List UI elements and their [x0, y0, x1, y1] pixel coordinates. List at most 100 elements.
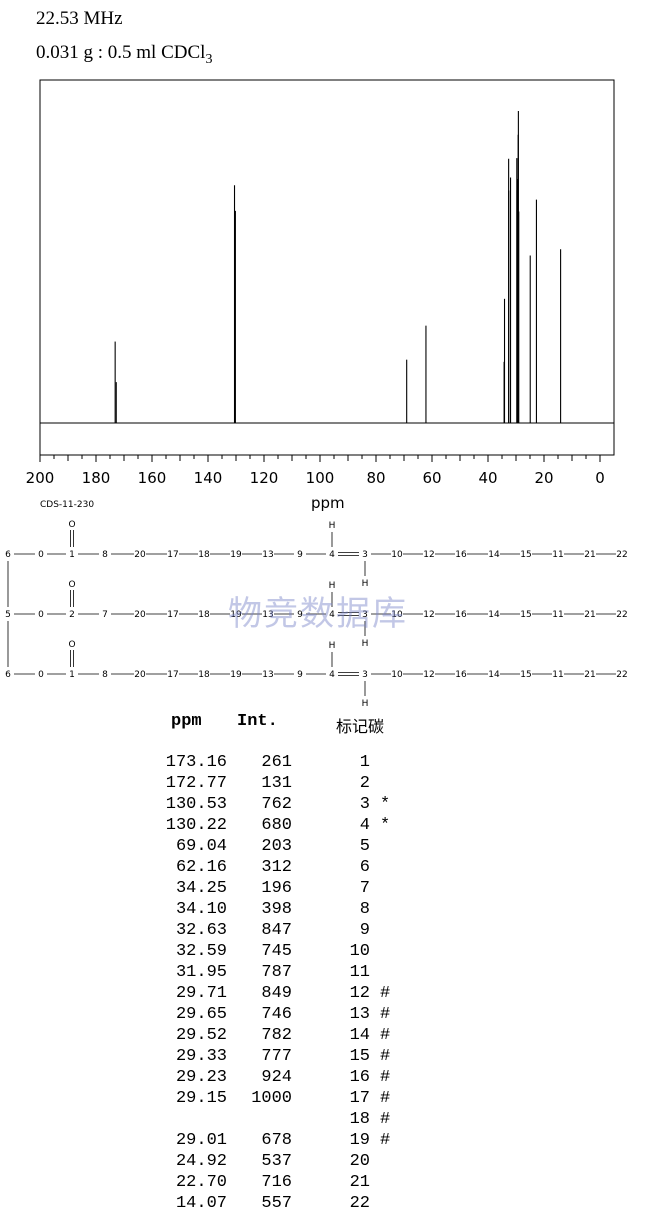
watermark: 物竞数据库 — [228, 594, 408, 634]
ppm-cell: 31.95 — [175, 963, 227, 982]
x-tick-label: 80 — [366, 469, 385, 487]
mark-cell: # — [380, 1131, 391, 1150]
atom-label: 12 — [423, 550, 434, 560]
carbon-cell: 9 — [359, 921, 370, 940]
ppm-cell: 29.71 — [175, 984, 227, 1003]
intensity-cell: 787 — [261, 963, 292, 982]
atom-label: 10 — [391, 550, 403, 560]
x-tick-label: 40 — [478, 469, 497, 487]
atom-label: 19 — [230, 670, 242, 680]
header-ppm: ppm — [171, 712, 202, 731]
atom-label: 11 — [552, 550, 563, 560]
ppm-cell: 29.33 — [175, 1047, 227, 1066]
atom-label: 18 — [198, 670, 210, 680]
oxygen-label: O — [68, 640, 75, 650]
atom-label: 3 — [362, 550, 368, 560]
oxygen-label: O — [68, 520, 75, 530]
atom-label: 2 — [69, 610, 75, 620]
carbon-cell: 12 — [349, 984, 370, 1003]
ppm-cell: 32.59 — [175, 942, 227, 961]
ppm-cell: 130.22 — [165, 816, 227, 835]
carbon-cell: 1 — [359, 753, 370, 772]
atom-label: 6 — [5, 670, 11, 680]
atom-label: 16 — [455, 610, 467, 620]
table-row: 29.52 782 14 # — [0, 1026, 652, 1047]
header-intensity: Int. — [237, 712, 278, 731]
x-tick-label: 100 — [306, 469, 335, 487]
intensity-cell: 680 — [261, 816, 292, 835]
atom-label: 21 — [584, 610, 595, 620]
atom-label: 20 — [134, 610, 146, 620]
x-tick-label: 120 — [250, 469, 279, 487]
atom-label: 21 — [584, 670, 595, 680]
peaks-layer — [114, 111, 562, 423]
ppm-cell: 24.92 — [175, 1152, 227, 1171]
mark-cell: # — [380, 1026, 391, 1045]
atom-label: 15 — [520, 610, 531, 620]
hydrogen-label: H — [329, 641, 336, 651]
x-tick-label: 180 — [82, 469, 111, 487]
intensity-cell: 745 — [261, 942, 292, 961]
table-row: 32.63 847 9 — [0, 921, 652, 942]
table-row: 172.77 131 2 — [0, 774, 652, 795]
atom-label: 13 — [262, 670, 273, 680]
sample-subscript: 3 — [205, 51, 213, 67]
atom-label: 19 — [230, 610, 242, 620]
intensity-cell: 849 — [261, 984, 292, 1003]
table-row: 29.01 678 19 # — [0, 1131, 652, 1152]
x-axis-label: ppm — [311, 494, 345, 512]
mark-cell: # — [380, 1089, 391, 1108]
mark-cell: # — [380, 1068, 391, 1087]
table-row: 14.07 557 22 — [0, 1194, 652, 1215]
mark-cell: * — [380, 816, 391, 835]
atom-label: 12 — [423, 670, 434, 680]
atom-label: 0 — [38, 610, 44, 620]
mark-cell: # — [380, 1005, 391, 1024]
atom-label: 15 — [520, 550, 531, 560]
atom-label: 13 — [262, 610, 273, 620]
carbon-cell: 11 — [349, 963, 370, 982]
atom-label: 21 — [584, 550, 595, 560]
atom-label: 4 — [329, 550, 335, 560]
plot-frame — [39, 79, 615, 456]
atom-label: 9 — [297, 610, 303, 620]
ppm-cell: 14.07 — [175, 1194, 227, 1213]
carbon-cell: 21 — [349, 1173, 370, 1192]
carbon-cell: 3 — [359, 795, 370, 814]
ppm-cell: 29.01 — [175, 1131, 227, 1150]
intensity-cell: 312 — [261, 858, 292, 877]
ppm-cell: 173.16 — [165, 753, 227, 772]
intensity-cell: 203 — [261, 837, 292, 856]
table-row: 130.53 762 3 * — [0, 795, 652, 816]
x-axis-ticks: 200 180 160 140 120 100 80 60 40 20 0 — [26, 455, 605, 487]
atom-label: 6 — [5, 550, 11, 560]
table-row: 32.59 745 10 — [0, 942, 652, 963]
intensity-cell: 557 — [261, 1194, 292, 1213]
atom-label: 1 — [69, 550, 75, 560]
atom-label: 14 — [488, 550, 500, 560]
carbon-cell: 17 — [349, 1089, 370, 1108]
intensity-cell: 131 — [261, 774, 292, 793]
ppm-cell: 62.16 — [175, 858, 227, 877]
intensity-cell: 924 — [261, 1068, 292, 1087]
table-row: 18 # — [0, 1110, 652, 1131]
table-row: 29.65 746 13 # — [0, 1005, 652, 1026]
spectrometer-frequency: 22.53 MHz — [36, 8, 123, 29]
ppm-cell: 34.10 — [175, 900, 227, 919]
atom-label: 3 — [362, 610, 368, 620]
intensity-cell: 261 — [261, 753, 292, 772]
atom-label: 3 — [362, 670, 368, 680]
atom-label: 22 — [616, 610, 627, 620]
ppm-cell: 29.15 — [175, 1089, 227, 1108]
x-tick-label: 140 — [194, 469, 223, 487]
x-tick-label: 20 — [534, 469, 553, 487]
ppm-cell: 22.70 — [175, 1173, 227, 1192]
nmr-spectrum-chart: 200 180 160 140 120 100 80 60 40 20 0 — [26, 79, 615, 487]
compound-code: CDS-11-230 — [40, 500, 95, 510]
hydrogen-label: H — [362, 699, 369, 709]
sample-main: 0.031 g : 0.5 ml CDCl — [36, 42, 206, 63]
table-row: 34.25 196 7 — [0, 879, 652, 900]
atom-label: 11 — [552, 610, 563, 620]
atom-label: 11 — [552, 670, 563, 680]
table-row: 69.04 203 5 — [0, 837, 652, 858]
